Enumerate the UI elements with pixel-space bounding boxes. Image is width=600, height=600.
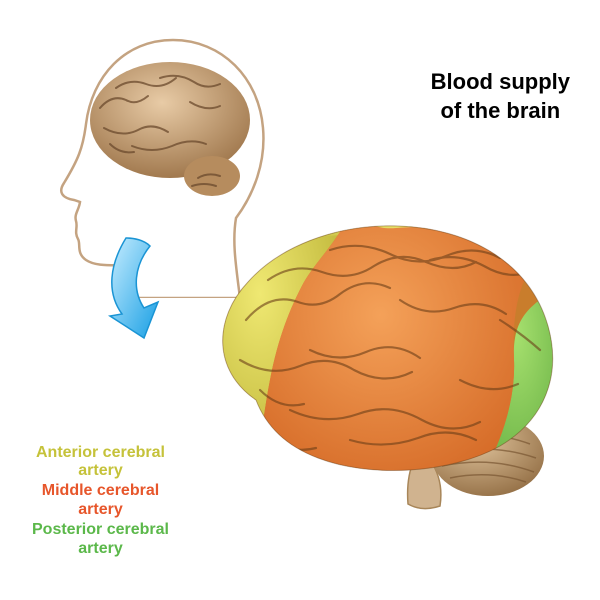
small-cerebellum: [184, 156, 240, 196]
infographic-stage: Blood supply of the brain Anterior cereb…: [0, 0, 600, 600]
legend-middle: Middle cerebralartery: [32, 482, 169, 519]
colored-brain: [200, 210, 570, 520]
legend-posterior: Posterior cerebralartery: [32, 521, 169, 558]
diagram-title: Blood supply of the brain: [431, 68, 570, 125]
legend: Anterior cerebralartery Middle cerebrala…: [32, 442, 169, 560]
title-line-2: of the brain: [431, 97, 570, 126]
legend-anterior: Anterior cerebralartery: [32, 444, 169, 481]
title-line-1: Blood supply: [431, 68, 570, 97]
